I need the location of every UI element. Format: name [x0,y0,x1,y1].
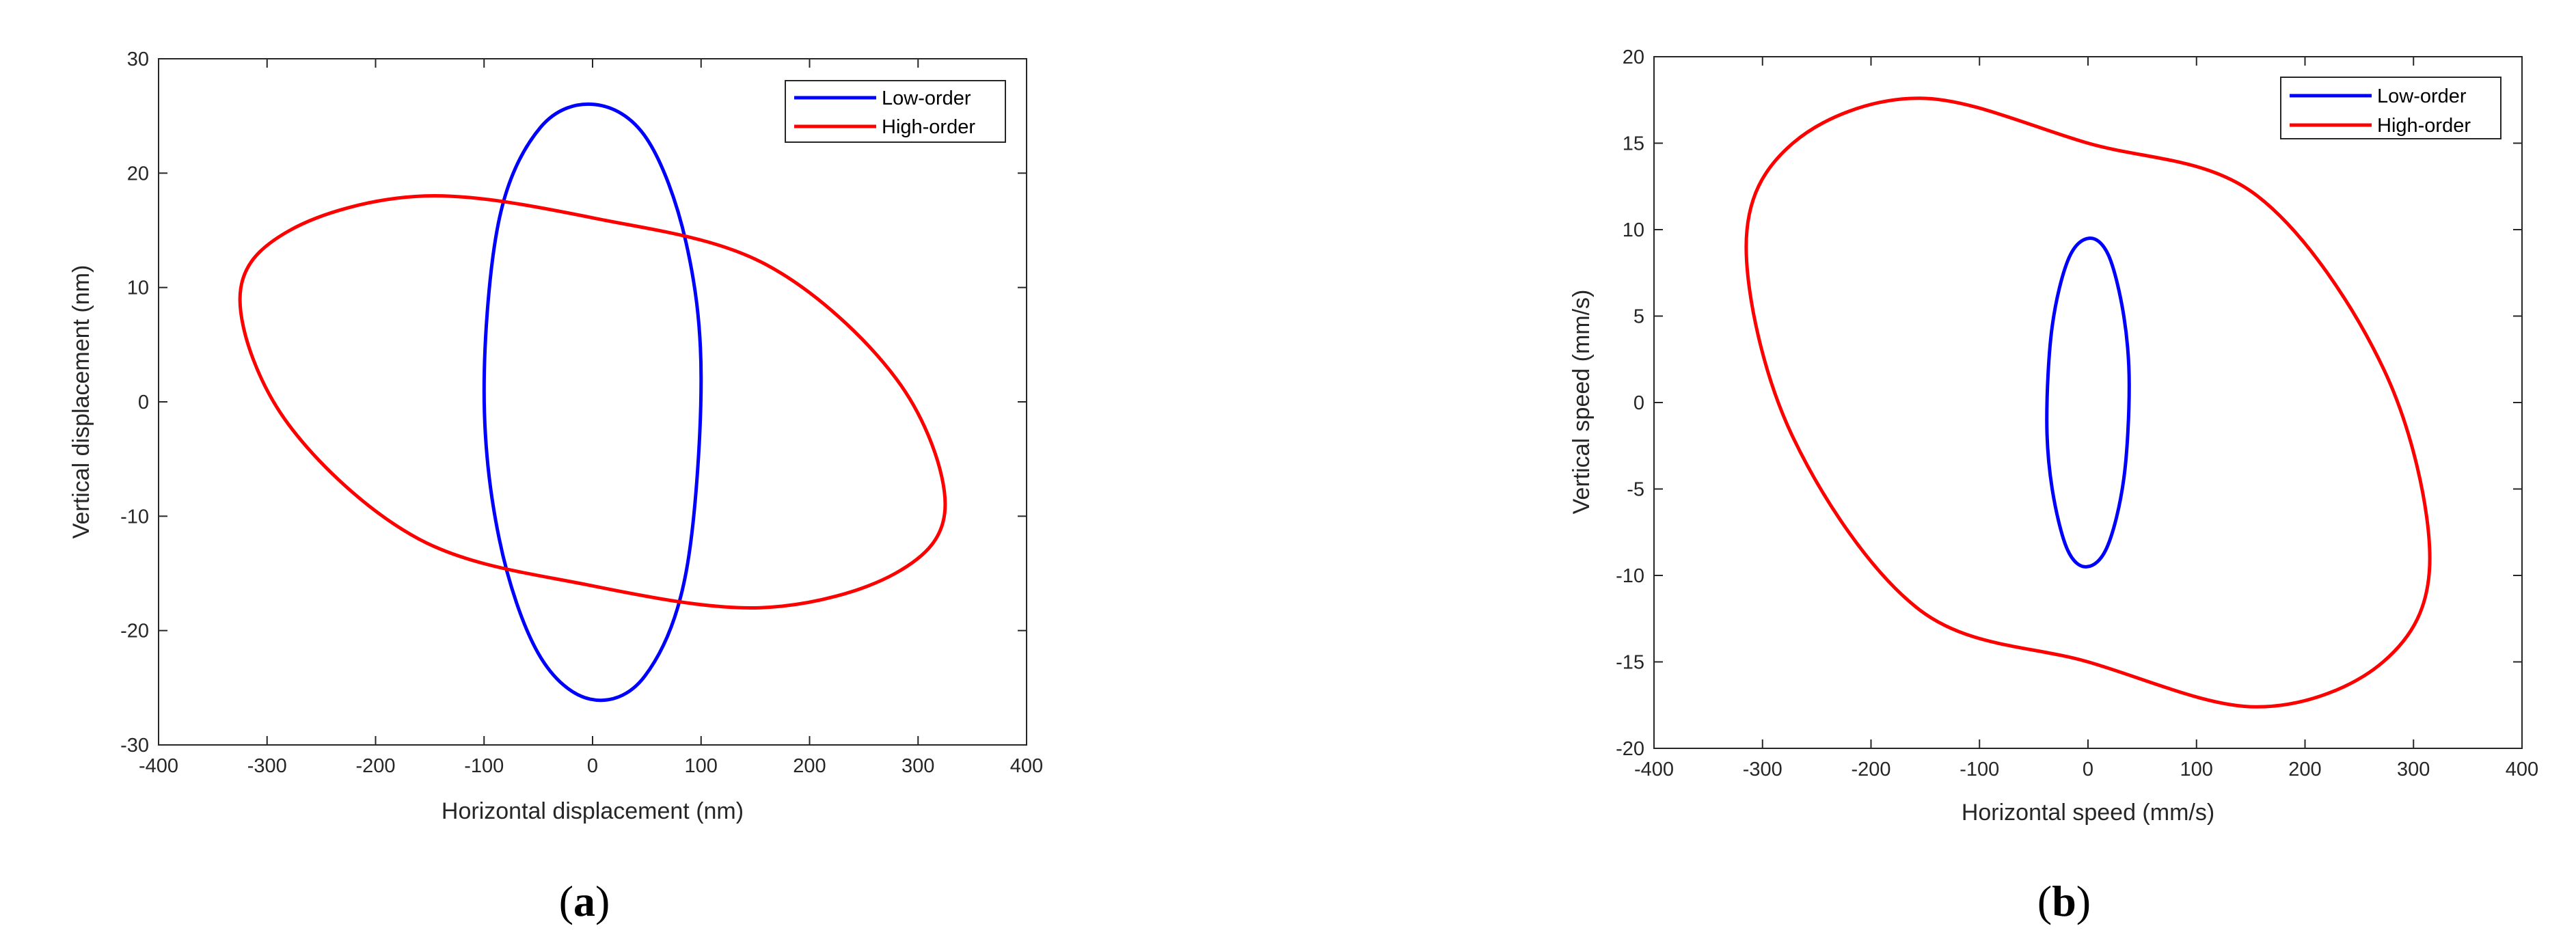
legend-box-b [2280,77,2502,139]
series-line-low-order-a [482,102,703,703]
y-tick-label-a: 30 [127,49,149,70]
panel-a: -400 -300 -200 -100 0 100 200 300 400-30-20-1001… [68,49,1043,925]
plot-area-b [1653,56,2523,749]
panel-b: -400 -300 -200 -100 0 100 200 300 400-20-15-10-5… [1569,46,2538,925]
x-tick-label-b: -100 [1960,759,1999,780]
y-tick-label-b: -10 [1616,565,1644,587]
y-tick-label-b: 20 [1623,46,1644,68]
x-tick-label-a: 300 [901,755,934,777]
y-tick-label-b: -5 [1627,479,1644,501]
x-tick-label-a: 0 [587,755,598,777]
x-tick-label-b: 200 [2288,759,2321,780]
x-axis-label-a: Horizontal displacement (nm) [442,798,744,824]
x-tick-label-b: -400 [1634,759,1674,780]
legend-b: Low-order High-order [2280,77,2502,139]
y-tick-label-b: 10 [1623,219,1644,241]
x-tick-label-a: -300 [247,755,287,777]
y-tick-label-a: 20 [127,163,149,185]
x-tick-label-b: 400 [2506,759,2538,780]
legend-label-low-order-a: Low-order [882,87,971,109]
y-tick-label-a: -20 [120,621,149,642]
x-tick-label-b: 0 [2083,759,2093,780]
legend-label-high-order-a: High-order [882,116,975,138]
x-tick-label-b: -300 [1743,759,1782,780]
y-tick-label-b: -15 [1616,652,1644,674]
series-b [1744,96,2432,709]
y-tick-label-a: -30 [120,735,149,757]
y-tick-label-a: 0 [138,392,149,413]
legend-a: Low-order High-order [785,80,1006,143]
series-line-high-order-a [238,194,947,610]
y-tick-label-a: 10 [127,277,149,299]
x-tick-label-a: 400 [1010,755,1043,777]
series-a [238,102,947,703]
x-tick-label-b: 300 [2397,759,2430,780]
y-axis-label-a: Vertical displacement (nm) [68,265,94,539]
y-axis-label-b: Vertical speed (mm/s) [1569,290,1595,515]
series-line-low-order-b [2045,236,2131,569]
x-tick-label-a: -200 [355,755,395,777]
x-tick-label-a: -100 [464,755,504,777]
axes-b: -400 -300 -200 -100 0 100 200 300 400-20-15-10-5… [1616,46,2538,780]
x-tick-label-b: 100 [2180,759,2213,780]
x-tick-label-a: -400 [139,755,178,777]
y-tick-label-b: 0 [1633,392,1644,414]
y-tick-label-b: 15 [1623,133,1644,155]
x-tick-label-b: -200 [1851,759,1890,780]
x-axis-label-b: Horizontal speed (mm/s) [1962,800,2214,826]
legend-label-low-order-b: Low-order [2377,85,2467,107]
y-tick-label-b: 5 [1633,306,1644,328]
y-tick-label-b: -20 [1616,738,1644,760]
axes-a: -400 -300 -200 -100 0 100 200 300 400-30-20-1001… [120,49,1043,777]
y-tick-label-a: -10 [120,506,149,528]
caption-b: (b) [2037,877,2091,925]
series-line-high-order-b [1744,96,2432,709]
legend-label-high-order-b: High-order [2377,115,2471,137]
caption-a: (a) [559,877,610,925]
plot-area-a [158,58,1027,746]
x-tick-label-a: 100 [685,755,718,777]
x-tick-label-a: 200 [793,755,826,777]
legend-box-a [785,80,1006,143]
